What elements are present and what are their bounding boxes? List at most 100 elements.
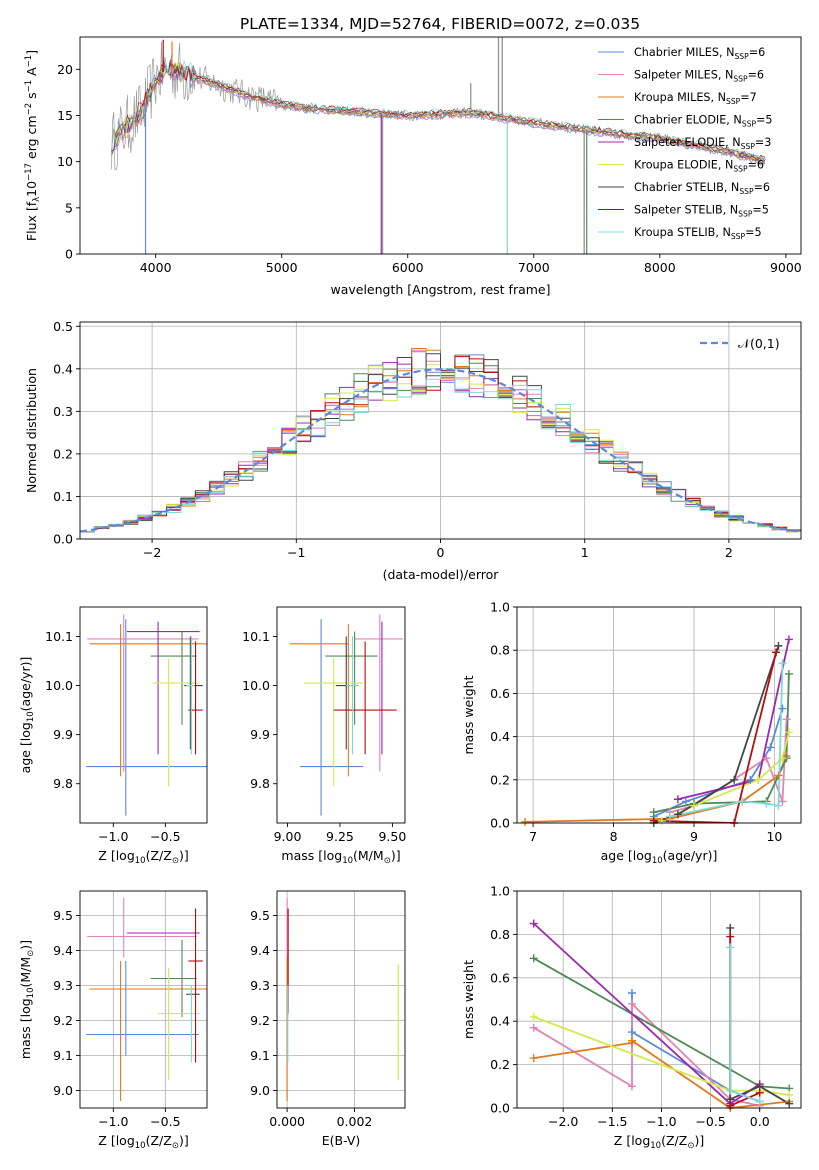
weight-marker bbox=[649, 808, 658, 817]
weight-marker bbox=[778, 704, 787, 713]
weight-marker bbox=[521, 817, 530, 826]
label-part: mass [log bbox=[281, 848, 342, 863]
weight-marker bbox=[529, 954, 538, 963]
label-part: =5 bbox=[756, 114, 773, 127]
x-tick-label: 7 bbox=[529, 829, 537, 844]
weight-marker bbox=[529, 1054, 538, 1063]
y-tick-label: 0.0 bbox=[490, 1101, 510, 1116]
weight-marker bbox=[681, 797, 690, 806]
weight-marker bbox=[774, 801, 783, 810]
y-tick-label: 9.1 bbox=[53, 1048, 73, 1063]
label-part: )] bbox=[179, 848, 189, 863]
weight-line-salpeter_stelib bbox=[653, 652, 777, 823]
y-axis-label: Flux [fλ10−17 erg cm−2 s−1 A−1] bbox=[24, 50, 42, 241]
x-tick-label: 0.000 bbox=[269, 1114, 305, 1129]
weight-marker bbox=[627, 999, 636, 1008]
gaussian-curve bbox=[80, 368, 801, 533]
label-part: Chabrier STELIB, N bbox=[634, 181, 739, 194]
weight-marker bbox=[784, 669, 793, 678]
label-part: (age/yr)] bbox=[18, 657, 33, 712]
label-part: Salpeter STELIB, N bbox=[634, 204, 738, 217]
plot-area-p4 bbox=[289, 614, 403, 816]
weight-marker bbox=[730, 775, 739, 784]
y-tick-label: 9.8 bbox=[250, 776, 270, 791]
label-part: age [log bbox=[18, 722, 33, 773]
legend-entry: Salpeter STELIB, NSSP=5 bbox=[634, 204, 769, 219]
x-axis-label: Z [log10(Z/Z⊙)] bbox=[98, 848, 188, 866]
label-part: ⊙ bbox=[26, 950, 36, 957]
label-part: 10 bbox=[135, 1141, 146, 1151]
label-part: erg cm bbox=[24, 115, 39, 163]
x-tick-label: 9.50 bbox=[378, 829, 406, 844]
axes-frame bbox=[79, 36, 802, 255]
y-tick-label: 15 bbox=[57, 108, 73, 123]
label-part: 10 bbox=[650, 1141, 661, 1151]
y-tick-label: 1.0 bbox=[490, 884, 510, 899]
label-part: Z [log bbox=[98, 848, 134, 863]
x-tick-label: −0.5 bbox=[150, 1114, 180, 1129]
plot-area-hist bbox=[80, 348, 801, 533]
weight-marker bbox=[762, 799, 771, 808]
label-part: ⊙ bbox=[172, 856, 179, 866]
x-tick-label: −1.5 bbox=[597, 1114, 627, 1129]
x-tick-label: 6000 bbox=[392, 260, 424, 275]
y-tick-label: 9.9 bbox=[53, 727, 73, 742]
x-tick-label: 8 bbox=[610, 829, 618, 844]
weight-marker bbox=[778, 797, 787, 806]
y-tick-label: 9.3 bbox=[53, 978, 73, 993]
weight-marker bbox=[755, 1088, 764, 1097]
label-part: =6 bbox=[748, 159, 765, 172]
chart-title: PLATE=1334, MJD=52764, FIBERID=0072, z=0… bbox=[240, 15, 640, 33]
label-part: −17 bbox=[24, 163, 34, 181]
weight-marker bbox=[649, 816, 658, 825]
y-tick-label: 9.8 bbox=[53, 776, 73, 791]
y-tick-label: 0.3 bbox=[53, 404, 73, 419]
label-part: 10 bbox=[24, 181, 39, 197]
y-tick-label: 0.4 bbox=[490, 1014, 510, 1029]
weight-marker bbox=[627, 1036, 636, 1045]
x-tick-label: 0.002 bbox=[337, 1114, 373, 1129]
label-part: SSP bbox=[733, 75, 748, 84]
weight-marker bbox=[627, 1028, 636, 1037]
label-part: Kroupa STELIB, N bbox=[634, 226, 731, 239]
weight-marker bbox=[772, 648, 781, 657]
label-part: 10 bbox=[26, 711, 36, 722]
y-tick-label: 0.1 bbox=[53, 489, 73, 504]
axes-frame bbox=[79, 890, 208, 1109]
histogram-kroupa_stelib bbox=[80, 368, 801, 533]
axes-frame bbox=[79, 606, 208, 824]
y-tick-label: 0.6 bbox=[490, 686, 510, 701]
plot-area-p6 bbox=[86, 898, 207, 1101]
y-tick-label: 0 bbox=[65, 247, 73, 262]
label-part: Chabrier MILES, N bbox=[634, 46, 734, 59]
label-part: =5 bbox=[752, 204, 769, 217]
model-spectrum-kroupa_stelib bbox=[111, 60, 766, 160]
y-tick-label: 1.0 bbox=[490, 600, 510, 615]
label-part: 10 bbox=[652, 856, 663, 866]
x-tick-label: 9000 bbox=[770, 260, 802, 275]
label-part: =6 bbox=[748, 69, 765, 82]
weight-marker bbox=[778, 754, 787, 763]
label-part: =6 bbox=[754, 181, 771, 194]
weight-marker bbox=[726, 943, 735, 952]
weight-marker bbox=[785, 1099, 794, 1108]
y-axis-label: Normed distribution bbox=[24, 368, 39, 493]
x-tick-label: 4000 bbox=[140, 260, 172, 275]
y-tick-label: 20 bbox=[57, 62, 73, 77]
weight-marker bbox=[778, 659, 787, 668]
label-part: Flux [f bbox=[24, 201, 39, 241]
y-tick-label: 10.0 bbox=[45, 678, 73, 693]
label-part: SSP bbox=[731, 232, 746, 241]
label-part: (M/M bbox=[353, 848, 384, 863]
axes-frame bbox=[276, 890, 406, 1109]
weight-marker bbox=[782, 715, 791, 724]
plot-area-spec bbox=[111, 37, 767, 254]
y-tick-label: 10.1 bbox=[45, 629, 73, 644]
weight-marker bbox=[673, 795, 682, 804]
axes-frame bbox=[516, 606, 802, 824]
x-tick-label: −1 bbox=[287, 545, 305, 560]
weight-marker bbox=[762, 754, 771, 763]
label-part: ⊙ bbox=[687, 1141, 694, 1151]
label-part: (age/yr)] bbox=[663, 848, 718, 863]
y-tick-label: 0.0 bbox=[53, 532, 73, 547]
